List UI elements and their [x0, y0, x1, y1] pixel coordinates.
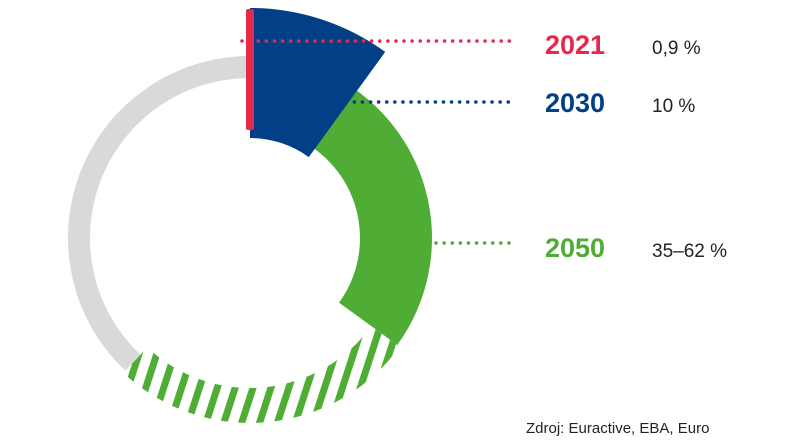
legend-value-2030: 10 % [652, 96, 695, 117]
legend-year-2050: 2050 [545, 233, 605, 263]
legend-year-2030: 2030 [545, 88, 605, 118]
source-note: Zdroj: Euractive, EBA, Euro [526, 420, 709, 437]
donut-arcs [67, 8, 432, 423]
marker-2021 [246, 9, 254, 130]
arc-2030 [250, 8, 386, 158]
legend-year-2021: 2021 [545, 30, 605, 60]
leader-lines [240, 39, 517, 245]
arc-2050 [313, 88, 432, 345]
legend-value-2050: 35–62 % [652, 241, 727, 262]
legend-value-2021: 0,9 % [652, 38, 701, 59]
donut-track [67, 56, 250, 371]
arc-2050-range-hatched [123, 326, 400, 423]
